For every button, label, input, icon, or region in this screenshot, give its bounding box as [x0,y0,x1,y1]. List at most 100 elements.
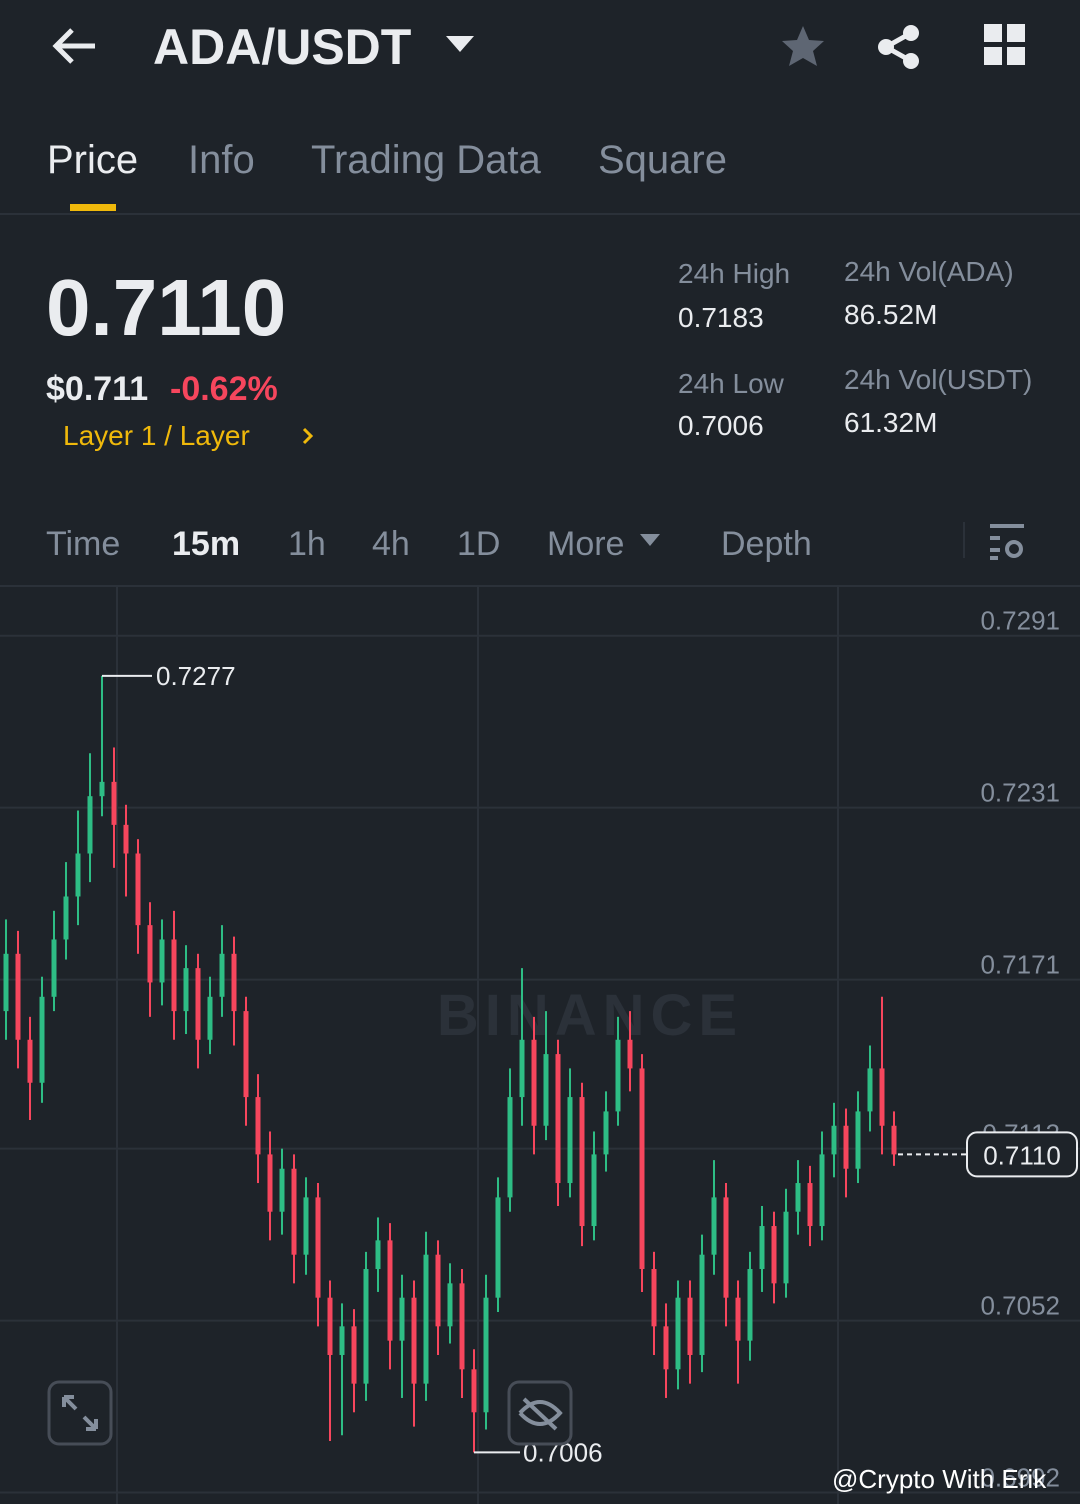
candle-body [111,781,117,825]
candle-body [459,1283,465,1370]
candle-body [327,1297,333,1355]
candle-body [879,1068,885,1126]
y-tick-label: 0.7171 [980,950,1060,980]
more-dropdown[interactable] [640,534,662,548]
candle-body [63,896,69,940]
candle-body [147,925,153,983]
candle-body [603,1111,609,1155]
stat-label: 24h High [678,258,791,289]
candle-body [687,1297,693,1355]
interval[interactable]: Depth [721,525,812,563]
candle-body [399,1297,405,1341]
usd-price: $0.711 [46,370,149,408]
credit: @Crypto With Erik [832,1464,1047,1494]
candle-body [735,1297,741,1341]
divider [963,522,965,558]
candle-body [123,824,129,854]
candle-body [447,1283,453,1327]
candle-body [51,939,57,997]
candle-body [411,1297,417,1384]
tab[interactable]: Info [188,138,255,182]
candle-body [651,1269,657,1327]
candle-body [627,1039,633,1069]
candle-body [183,968,189,1012]
interval[interactable]: Time [46,525,121,563]
candle-body [375,1240,381,1270]
watermark: BINANCE [437,983,743,1048]
pair-dropdown[interactable] [446,36,474,54]
candle-body [699,1254,705,1355]
candle-body [483,1297,489,1413]
layout-icon[interactable] [984,24,1026,66]
tab[interactable]: Trading Data [311,138,541,182]
candle-body [615,1039,621,1112]
candle-body [663,1326,669,1370]
chart-settings[interactable] [988,522,1028,562]
y-tick-label: 0.7291 [980,606,1060,636]
candle-body [723,1197,729,1298]
candle-body [255,1097,261,1155]
last-price-label: 0.7110 [983,1140,1061,1170]
candle-body [87,796,93,854]
divider [0,213,1080,215]
tab[interactable]: Price [47,138,139,182]
tag-arrow[interactable] [300,426,316,446]
fullscreen-button[interactable] [47,1380,113,1446]
candle-body [531,1039,537,1126]
stat-value: 61.32M [844,407,938,438]
candle-body [351,1326,357,1384]
share-icon[interactable] [876,24,922,70]
stat-value: 0.7183 [678,302,764,333]
candle-body [783,1211,789,1284]
tab-indicator [70,204,116,211]
candle-body [867,1068,873,1112]
candle-body [495,1197,501,1298]
candle-body [567,1097,573,1184]
candle-body [891,1125,897,1155]
price-change: -0.62% [170,370,278,408]
candle-body [831,1125,837,1155]
candle-body [291,1168,297,1255]
back-button[interactable] [50,26,100,66]
candle-body [591,1154,597,1227]
candle-body [243,1011,249,1098]
candle-body [507,1097,513,1198]
candle-body [363,1269,369,1384]
candle-body [555,1054,561,1184]
candle-body [15,953,21,1040]
candle-body [303,1197,309,1255]
candle-body [519,1039,525,1098]
tab[interactable]: Square [598,138,727,182]
pair-title[interactable]: ADA/USDT [153,19,412,75]
y-tick-label: 0.7052 [980,1291,1060,1321]
category-tag[interactable]: Layer 1 / Layer [63,420,250,451]
candle-body [843,1125,849,1169]
interval[interactable]: 1D [457,525,501,563]
fullscreen-icon [62,1395,98,1431]
candle-body [39,996,45,1083]
hide-icon [518,1397,563,1431]
interval[interactable]: 4h [372,525,410,563]
candle-body [471,1369,477,1413]
candle-body [171,939,177,1012]
candle-body [339,1326,345,1355]
candle-body [3,953,9,1012]
candle-body [795,1183,801,1212]
stat-label: 24h Vol(USDT) [844,364,1033,395]
interval[interactable]: 1h [288,525,326,563]
candle-body [267,1154,273,1212]
candle-body [711,1197,717,1255]
candle-body [675,1297,681,1370]
candle-body [159,939,165,983]
candle-body [819,1154,825,1227]
candle-body [99,781,105,797]
interval[interactable]: 15m [172,525,241,563]
stat-value: 0.7006 [678,410,764,441]
candle-body [855,1111,861,1169]
favorite-icon[interactable] [780,24,826,68]
stat-label: 24h Low [678,368,784,399]
candle-body [195,968,201,1040]
y-tick-label: 0.6992 [980,1463,1060,1493]
interval[interactable]: More [547,525,625,563]
candle-body [759,1226,765,1270]
